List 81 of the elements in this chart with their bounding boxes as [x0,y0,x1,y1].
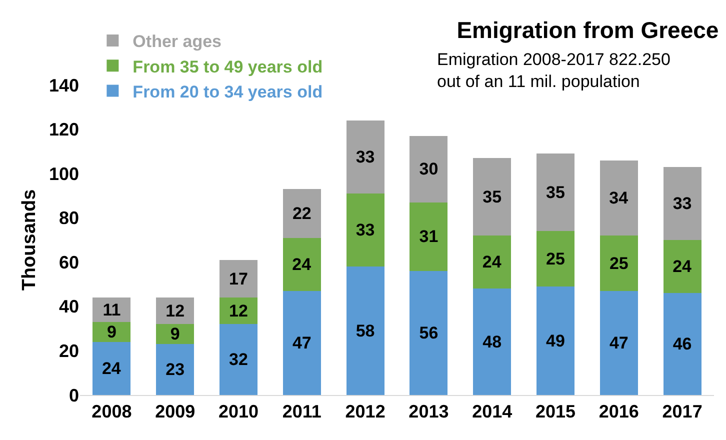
data-label: 12 [166,301,185,320]
bar [410,271,448,395]
bar [663,166,702,240]
data-label: 11 [102,300,121,320]
data-label: 35 [546,182,565,202]
data-label: 30 [419,160,438,179]
y-tick-label: 100 [48,164,79,184]
data-label: 24 [102,358,122,378]
bar [346,194,384,267]
x-tick-label: 2016 [598,402,639,422]
bar [219,324,258,395]
data-label: 32 [229,350,248,370]
bar [410,202,448,271]
data-label: 12 [229,301,248,320]
chart-title: Emigration from Greece [456,17,719,44]
legend-label: From 20 to 34 years old [132,82,323,102]
bar [282,290,321,395]
legend-label: Other ages [132,32,222,52]
bar [346,120,384,194]
bar [663,293,702,395]
bar [473,288,512,395]
y-tick-label: 80 [58,208,79,228]
data-label: 35 [482,187,502,206]
bar [156,344,194,395]
bar [346,266,384,395]
data-label: 9 [170,324,180,344]
data-label: 25 [609,254,628,273]
bar [92,322,131,342]
data-label: 47 [609,333,628,352]
data-label: 25 [546,249,565,268]
bar [92,342,131,395]
x-tick-label: 2014 [472,402,512,422]
x-tick-label: 2015 [535,402,576,422]
data-label: 31 [419,227,438,246]
data-label: 17 [229,269,248,288]
x-tick-label: 2013 [408,402,449,422]
x-tick-label: 2011 [282,402,322,422]
data-label: 33 [356,147,375,166]
y-tick-label: 20 [58,341,79,362]
data-label: 23 [166,360,185,380]
bar [536,231,575,286]
y-tick-label: 40 [58,296,79,317]
x-tick-label: 2009 [155,402,196,422]
data-label: 58 [356,321,375,340]
bar [156,324,194,344]
bar [282,189,321,238]
data-label: 47 [292,333,312,352]
x-tick-label: 2017 [662,402,702,422]
x-tick-label: 2010 [218,402,259,422]
data-label: 33 [356,220,375,240]
bar [473,236,512,289]
data-label: 33 [672,194,692,213]
bar [410,136,448,202]
bar [600,236,638,291]
y-axis-title: Thousands [18,189,40,291]
y-tick-label: 140 [48,75,79,96]
bar [600,290,638,395]
data-label: 49 [546,331,565,350]
bar [536,154,575,232]
data-label: 24 [292,254,312,274]
data-label: 22 [292,204,312,223]
bar [282,238,321,291]
x-tick-label: 2012 [345,402,386,422]
data-label: 56 [419,324,438,342]
data-label: 34 [609,188,629,208]
bar [663,240,702,294]
y-tick-label: 120 [48,120,79,140]
data-label: 9 [106,322,116,342]
x-tick-label: 2008 [92,402,132,422]
data-label: 48 [482,332,502,352]
bar [600,160,638,236]
y-tick-label: 0 [68,385,79,406]
data-label: 24 [672,257,692,276]
chart-subtitle: Emigration 2008-2017 822.250 out of an 11 mil. population [437,50,670,92]
bar [473,158,512,236]
data-label: 46 [672,334,692,354]
data-label: 24 [482,252,502,272]
bar [536,286,575,395]
legend-label: From 35 to 49 years old [132,57,323,76]
bar [219,260,258,298]
y-tick-label: 60 [58,252,79,272]
